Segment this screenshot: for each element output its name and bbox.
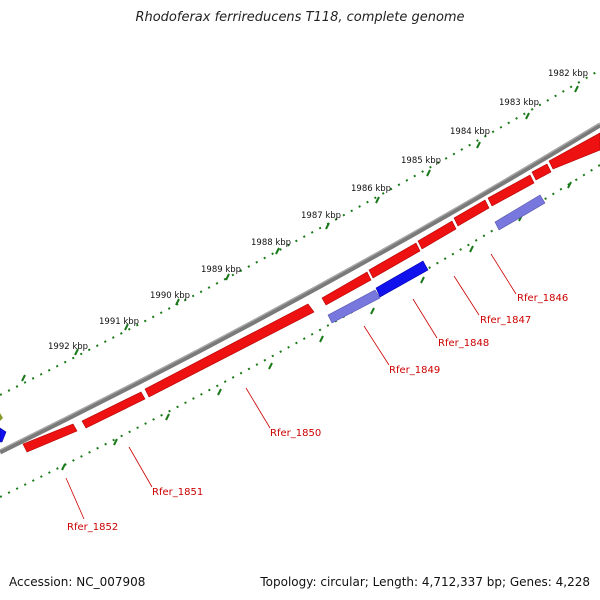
gene-label[interactable]: Rfer_1848 bbox=[438, 338, 489, 349]
gene-label[interactable]: Rfer_1851 bbox=[152, 487, 203, 498]
gene-arrow-reverse-edge[interactable] bbox=[0, 427, 7, 443]
outer-ruler-ticks bbox=[21, 85, 579, 382]
gene-label[interactable]: Rfer_1850 bbox=[270, 428, 321, 439]
kbp-label: 1985 kbp bbox=[401, 156, 441, 166]
gene-label[interactable]: Rfer_1849 bbox=[389, 365, 440, 376]
gene-arrow-rfer-1849-fwd[interactable] bbox=[321, 271, 372, 306]
gene-arrow-reverse-1848[interactable] bbox=[375, 260, 429, 298]
kbp-label: 1992 kbp bbox=[48, 342, 88, 352]
gene-label[interactable]: Rfer_1852 bbox=[67, 522, 118, 533]
gene-arrow-rfer-1851[interactable] bbox=[81, 391, 146, 429]
gene-arrow-reverse-1846[interactable] bbox=[494, 194, 546, 231]
kbp-label: 1987 kbp bbox=[301, 211, 341, 221]
gene-arrow-rfer-1848-fwd[interactable] bbox=[368, 242, 421, 279]
gene-arrow-rfer-1843[interactable] bbox=[548, 132, 600, 170]
gene-arrow-rfer-1845[interactable] bbox=[487, 174, 535, 207]
kbp-label: 1982 kbp bbox=[548, 69, 588, 79]
gene-arrow-reverse-1849[interactable] bbox=[327, 289, 381, 324]
gene-arrow-small-edge bbox=[0, 413, 3, 421]
map-title: Rhodoferax ferrireducens T118, complete … bbox=[135, 10, 465, 25]
forward-genes bbox=[22, 132, 600, 453]
gene-arrow-rfer-1847[interactable] bbox=[417, 220, 457, 250]
gene-label[interactable]: Rfer_1847 bbox=[480, 315, 531, 326]
gene-arrow-rfer-1844[interactable] bbox=[531, 163, 552, 181]
genome-backbone bbox=[0, 122, 600, 455]
gene-callouts bbox=[65, 253, 517, 520]
gene-labels: Rfer_1846 Rfer_1847 Rfer_1848 Rfer_1849 … bbox=[67, 293, 568, 533]
gene-arrow-rfer-1852[interactable] bbox=[22, 423, 78, 453]
gene-label[interactable]: Rfer_1846 bbox=[517, 293, 568, 304]
genome-backbone-highlight bbox=[0, 122, 600, 451]
accession-label: Accession: NC_007908 bbox=[9, 575, 146, 589]
kbp-label: 1988 kbp bbox=[251, 238, 291, 248]
kbp-label: 1989 kbp bbox=[201, 265, 241, 275]
ruler-labels: 1982 kbp 1983 kbp 1984 kbp 1985 kbp 1986… bbox=[48, 69, 588, 352]
reverse-genes bbox=[0, 194, 546, 443]
inner-ruler-ticks bbox=[61, 181, 572, 471]
outer-ruler-arc bbox=[0, 69, 600, 396]
kbp-label: 1983 kbp bbox=[499, 98, 539, 108]
gene-arrow-rfer-1850[interactable] bbox=[144, 303, 315, 398]
gene-arrow-rfer-1846[interactable] bbox=[453, 199, 490, 227]
genome-summary: Topology: circular; Length: 4,712,337 bp… bbox=[260, 575, 590, 589]
kbp-label: 1984 kbp bbox=[450, 127, 490, 137]
inner-ruler-arc bbox=[0, 164, 600, 498]
kbp-label: 1986 kbp bbox=[351, 184, 391, 194]
kbp-label: 1991 kbp bbox=[99, 317, 139, 327]
kbp-label: 1990 kbp bbox=[150, 291, 190, 301]
